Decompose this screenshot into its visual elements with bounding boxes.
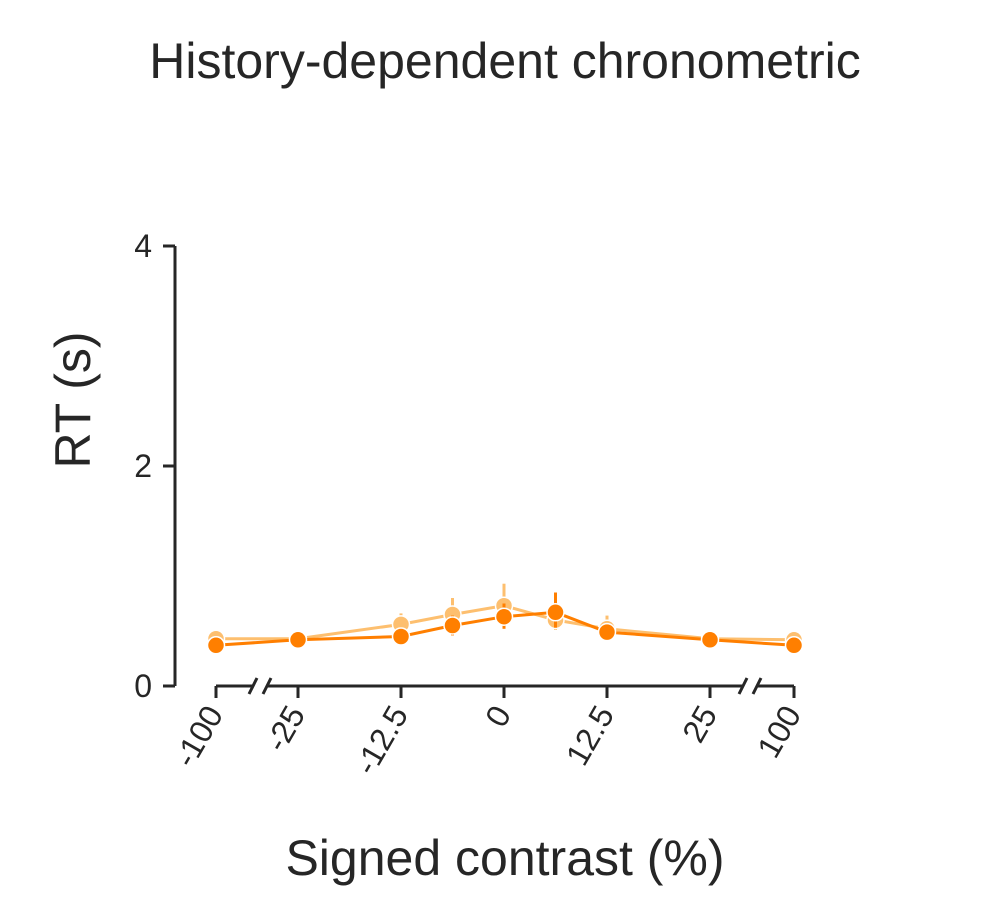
data-point [288, 630, 308, 650]
data-point [546, 603, 565, 622]
data-point [206, 636, 226, 655]
y-tick-label: 0 [134, 668, 152, 704]
x-axis-break-mark [751, 677, 763, 695]
x-tick-label: 12.5 [559, 700, 621, 772]
y-ticks: 0 2 4 [134, 228, 175, 704]
data-point [443, 616, 462, 635]
x-axis-label: Signed contrast (%) [285, 830, 724, 886]
data-point [784, 636, 804, 655]
data-point [391, 627, 411, 646]
y-tick-label: 2 [134, 448, 152, 484]
x-tick-label: -100 [167, 700, 230, 773]
y-axis-label: RT (s) [45, 331, 101, 468]
data-point [597, 622, 617, 642]
data-point [494, 607, 514, 626]
y-tick-label: 4 [134, 228, 152, 264]
x-tick-label: -12.5 [347, 700, 415, 781]
x-tick-label: 100 [750, 700, 808, 764]
chart-title: History-dependent chronometric [149, 33, 860, 89]
x-axis-break-mark [247, 677, 259, 695]
x-axis-break-mark [261, 677, 273, 695]
plot-series [206, 583, 804, 655]
series-1 [206, 592, 804, 655]
x-tick-label: 0 [478, 700, 518, 733]
x-axis-break-mark [737, 677, 749, 695]
x-tick-label: -25 [258, 700, 312, 758]
x-axis: -100 -25 -12.5 0 12.5 25 100 [167, 677, 808, 781]
x-ticks: -100 -25 -12.5 0 12.5 25 100 [167, 686, 808, 781]
y-axis: 0 2 4 [134, 228, 177, 704]
data-point [700, 630, 720, 650]
x-tick-label: 25 [675, 700, 724, 749]
